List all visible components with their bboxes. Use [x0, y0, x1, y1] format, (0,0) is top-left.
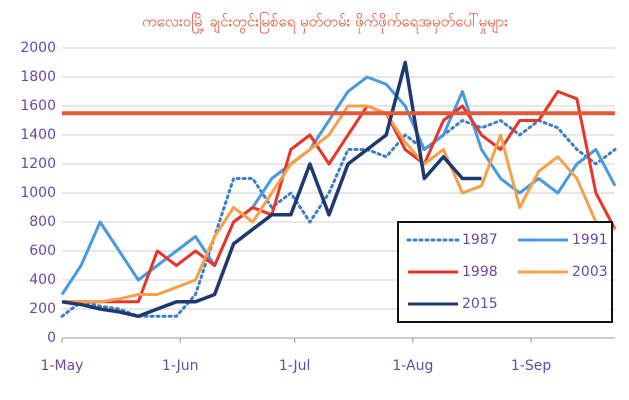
y-tick-label: 1000 — [20, 185, 56, 201]
legend-label: 1998 — [462, 264, 498, 280]
legend-label: 1987 — [462, 232, 498, 248]
y-tick-label: 1400 — [20, 127, 56, 143]
y-tick-label: 2000 — [20, 40, 56, 56]
series-line — [60, 75, 617, 296]
y-tick-label: 800 — [29, 214, 56, 230]
y-tick-label: 600 — [29, 243, 56, 259]
x-tick-label: 1-Sep — [511, 358, 551, 374]
legend-label: 2003 — [572, 264, 608, 280]
series-line — [62, 104, 616, 304]
x-tick-label: 1-Jul — [279, 358, 311, 374]
x-tick-label: 1-Aug — [392, 358, 433, 374]
chart-title: ကလေးဝမြို့ ချင်းတွင်းမြစ်ရေ မှတ်တမ်း ဖို… — [142, 12, 508, 34]
plot-area — [60, 47, 617, 343]
y-tick-label: 0 — [47, 330, 56, 346]
series-line — [60, 119, 617, 318]
x-tick-label: 1-May — [41, 358, 84, 374]
series-line — [62, 90, 617, 304]
y-tick-label: 1200 — [20, 156, 56, 172]
series-line — [61, 60, 482, 319]
legend-label: 1991 — [572, 232, 608, 248]
y-tick-label: 1800 — [20, 69, 56, 85]
y-tick-label: 1600 — [20, 98, 56, 114]
legend-label: 2015 — [462, 296, 498, 312]
y-tick-label: 400 — [29, 272, 56, 288]
x-tick-label: 1-Jun — [162, 358, 199, 374]
y-tick-label: 200 — [29, 301, 56, 317]
